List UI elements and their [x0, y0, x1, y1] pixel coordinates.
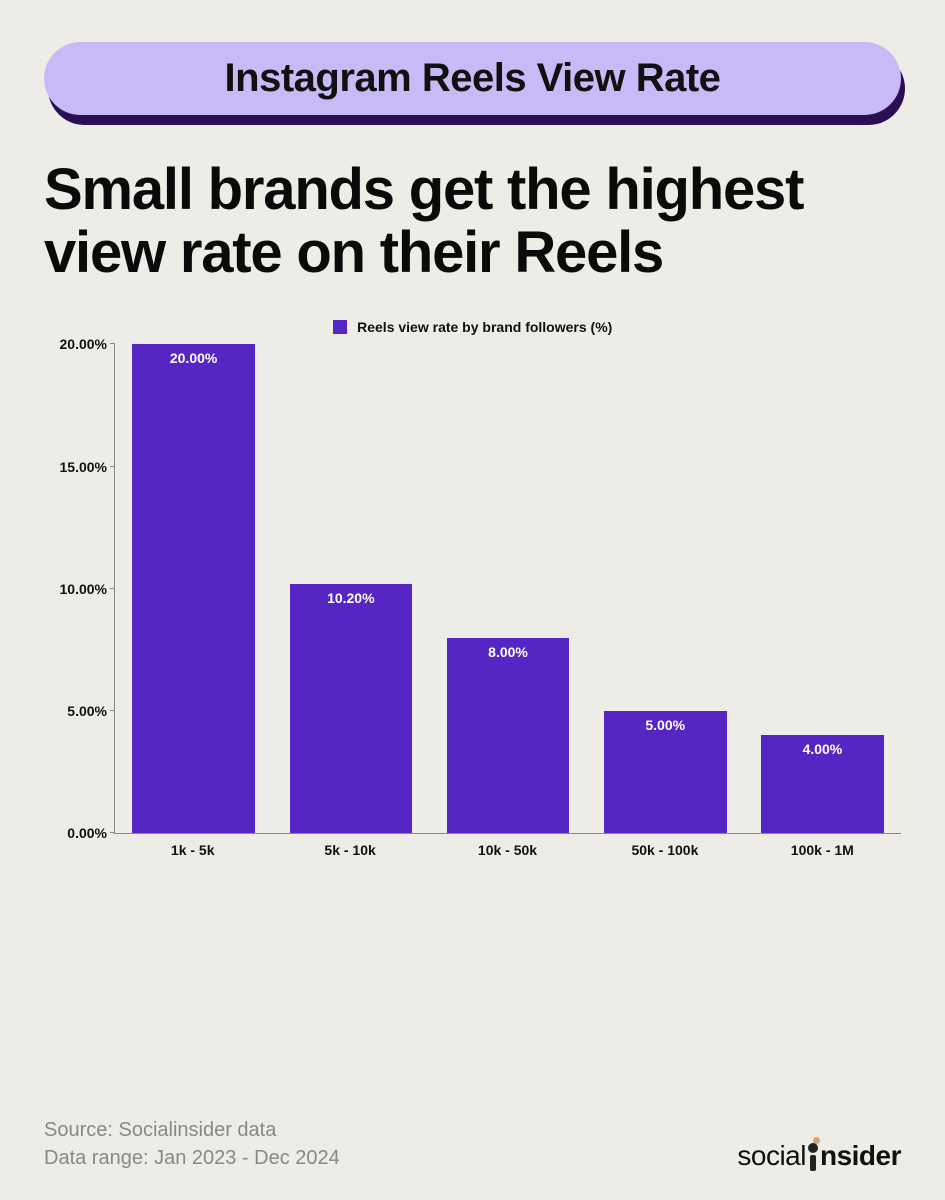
bar-value-label: 5.00%: [604, 717, 727, 733]
brand-i-stem: [810, 1155, 816, 1171]
bars-container: 20.00% 10.20% 8.00% 5.00% 4.00%: [115, 344, 901, 833]
source-line: Source: Socialinsider data: [44, 1116, 340, 1144]
y-tick-label: 0.00%: [45, 825, 107, 841]
bar-value-label: 20.00%: [132, 350, 255, 366]
y-tick-mark: [110, 710, 115, 711]
bar: 8.00%: [447, 638, 570, 834]
y-tick-mark: [110, 588, 115, 589]
brand-dot-main-icon: [808, 1143, 818, 1153]
brand-i-icon: [804, 1141, 822, 1171]
y-tick-label: 20.00%: [45, 336, 107, 352]
bar-column: 5.00%: [587, 344, 744, 833]
brand-logo: social nsider: [737, 1140, 901, 1172]
legend-swatch: [333, 320, 347, 334]
y-tick-label: 10.00%: [45, 581, 107, 597]
bar-value-label: 8.00%: [447, 644, 570, 660]
bar: 4.00%: [761, 735, 884, 833]
y-tick-mark: [110, 343, 115, 344]
x-tick-label: 5k - 10k: [271, 842, 428, 858]
bar-column: 20.00%: [115, 344, 272, 833]
y-tick-label: 5.00%: [45, 703, 107, 719]
bar: 10.20%: [290, 584, 413, 833]
bar-column: 8.00%: [429, 344, 586, 833]
bar-value-label: 4.00%: [761, 741, 884, 757]
footer-source-text: Source: Socialinsider data Data range: J…: [44, 1116, 340, 1172]
x-axis-labels: 1k - 5k5k - 10k10k - 50k50k - 100k100k -…: [114, 842, 901, 858]
data-range-line: Data range: Jan 2023 - Dec 2024: [44, 1144, 340, 1172]
footer: Source: Socialinsider data Data range: J…: [44, 1116, 901, 1172]
x-tick-label: 100k - 1M: [744, 842, 901, 858]
bar-value-label: 10.20%: [290, 590, 413, 606]
bar-column: 4.00%: [744, 344, 901, 833]
brand-prefix: social: [737, 1140, 806, 1172]
bar-column: 10.20%: [272, 344, 429, 833]
bar-chart: Reels view rate by brand followers (%) 2…: [44, 318, 901, 874]
y-tick-mark: [110, 466, 115, 467]
chart-plot-area: 20.00%10.20%8.00%5.00%4.00% 0.00%5.00%10…: [114, 344, 901, 834]
bar: 20.00%: [132, 344, 255, 833]
x-tick-label: 50k - 100k: [586, 842, 743, 858]
title-pill: Instagram Reels View Rate: [44, 42, 901, 115]
title-pill-text: Instagram Reels View Rate: [74, 56, 871, 101]
brand-suffix: nsider: [820, 1140, 901, 1172]
legend-label: Reels view rate by brand followers (%): [357, 319, 612, 335]
x-tick-label: 1k - 5k: [114, 842, 271, 858]
bar: 5.00%: [604, 711, 727, 833]
y-tick-label: 15.00%: [45, 459, 107, 475]
chart-legend: Reels view rate by brand followers (%): [44, 318, 901, 336]
y-tick-mark: [110, 832, 115, 833]
headline: Small brands get the highest view rate o…: [44, 159, 901, 284]
title-pill-container: Instagram Reels View Rate: [44, 42, 901, 115]
x-tick-label: 10k - 50k: [429, 842, 586, 858]
